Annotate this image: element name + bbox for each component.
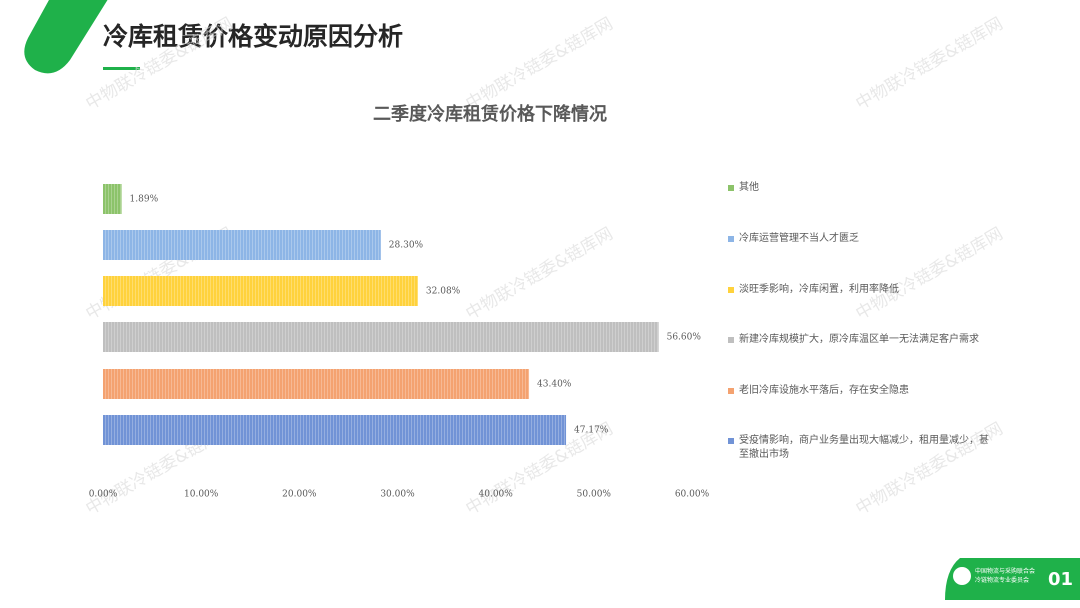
x-tick-label: 10.00% xyxy=(184,490,219,500)
watermark: 中物联冷链委&链库网 xyxy=(853,14,1007,114)
logo-line: 冷链物流专业委员会 xyxy=(975,576,1029,584)
value-label: 1.89% xyxy=(130,195,159,205)
bar-texture xyxy=(103,230,381,260)
legend-label: 受疫情影响，商户业务量出现大幅减少，租用量减少，甚至撤出市场 xyxy=(739,435,989,460)
value-label: 47.17% xyxy=(574,426,609,436)
legend-entry: 新建冷库规模扩大，原冷库温区单一无法满足客户需求 xyxy=(728,333,990,347)
logo-line: 中国物流与采购联合会 xyxy=(975,567,1035,575)
legend-swatch xyxy=(728,337,734,343)
bar-texture xyxy=(103,369,530,399)
x-tick-label: 40.00% xyxy=(479,490,514,500)
bar-texture xyxy=(103,415,567,445)
legend-swatch xyxy=(728,185,734,191)
value-label: 56.60% xyxy=(667,333,702,343)
footer-banner xyxy=(945,558,1080,600)
legend-label: 冷库运营管理不当人才匮乏 xyxy=(739,233,859,244)
legend-label: 新建冷库规模扩大，原冷库温区单一无法满足客户需求 xyxy=(739,334,979,345)
x-tick-label: 0.00% xyxy=(89,490,118,500)
legend-entry: 老旧冷库设施水平落后，存在安全隐患 xyxy=(728,384,990,398)
page-title: 冷库租赁价格变动原因分析 xyxy=(103,22,403,51)
legend-label: 老旧冷库设施水平落后，存在安全隐患 xyxy=(739,385,909,396)
title-underline xyxy=(103,67,140,70)
legend-entry: 淡旺季影响，冷库闲置，利用率降低 xyxy=(728,283,990,297)
page-number: 01 xyxy=(1048,569,1073,590)
bar-texture xyxy=(103,322,659,352)
value-label: 28.30% xyxy=(389,241,424,251)
bar-texture xyxy=(103,184,122,214)
legend-swatch xyxy=(728,287,734,293)
x-tick-label: 60.00% xyxy=(675,490,710,500)
x-tick-label: 30.00% xyxy=(380,490,415,500)
legend-swatch xyxy=(728,388,734,394)
legend-swatch xyxy=(728,438,734,444)
legend-label: 淡旺季影响，冷库闲置，利用率降低 xyxy=(739,284,899,295)
legend-entry: 受疫情影响，商户业务量出现大幅减少，租用量减少，甚至撤出市场 xyxy=(728,434,990,462)
legend-label: 其他 xyxy=(739,182,759,193)
chart-title: 二季度冷库租赁价格下降情况 xyxy=(373,103,607,125)
watermark: 中物联冷链委&链库网 xyxy=(463,224,617,324)
legend-entry: 其他 xyxy=(728,181,990,195)
legend-swatch xyxy=(728,236,734,242)
bar-texture xyxy=(103,276,418,306)
plot: 0.00% 10.00% 20.00% 30.00% 40.00% 50.00% 60.00… xyxy=(89,184,710,500)
x-tick-label: 20.00% xyxy=(282,490,317,500)
logo-mark xyxy=(953,567,971,585)
value-label: 32.08% xyxy=(426,287,461,297)
header-decoration xyxy=(24,0,108,74)
watermark: 中物联冷链委&链库网 xyxy=(463,14,617,114)
x-tick-label: 50.00% xyxy=(577,490,612,500)
legend-entry: 冷库运营管理不当人才匮乏 xyxy=(728,232,990,246)
value-label: 43.40% xyxy=(537,380,572,390)
